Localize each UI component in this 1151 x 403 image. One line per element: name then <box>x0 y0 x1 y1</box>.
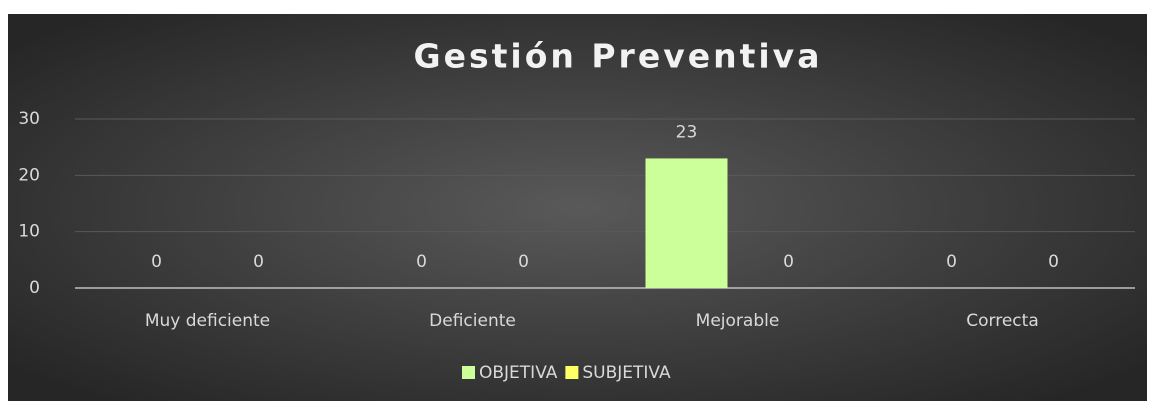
legend-label: OBJETIVA <box>479 363 558 383</box>
legend-label: SUBJETIVA <box>582 363 671 383</box>
data-label: 0 <box>783 252 794 272</box>
data-label: 23 <box>676 122 698 142</box>
data-label: 0 <box>416 252 427 272</box>
data-label: 0 <box>1048 252 1059 272</box>
x-tick-label: Correcta <box>966 311 1038 331</box>
x-tick-label: Muy deficiente <box>145 311 270 331</box>
bar <box>645 158 728 288</box>
x-tick-label: Mejorable <box>696 311 780 331</box>
legend-swatch <box>565 366 579 379</box>
data-label: 0 <box>151 252 162 272</box>
data-label: 0 <box>518 252 529 272</box>
y-tick-label: 0 <box>29 278 40 298</box>
y-tick-label: 30 <box>18 109 40 129</box>
x-tick-label: Deficiente <box>429 311 516 331</box>
legend-swatch <box>462 366 475 379</box>
y-tick-label: 20 <box>18 165 40 185</box>
y-tick-label: 10 <box>18 222 40 242</box>
chart-background <box>8 14 1147 401</box>
data-label: 0 <box>253 252 264 272</box>
chart-title: Gestión Preventiva <box>414 37 823 76</box>
data-label: 0 <box>946 252 957 272</box>
